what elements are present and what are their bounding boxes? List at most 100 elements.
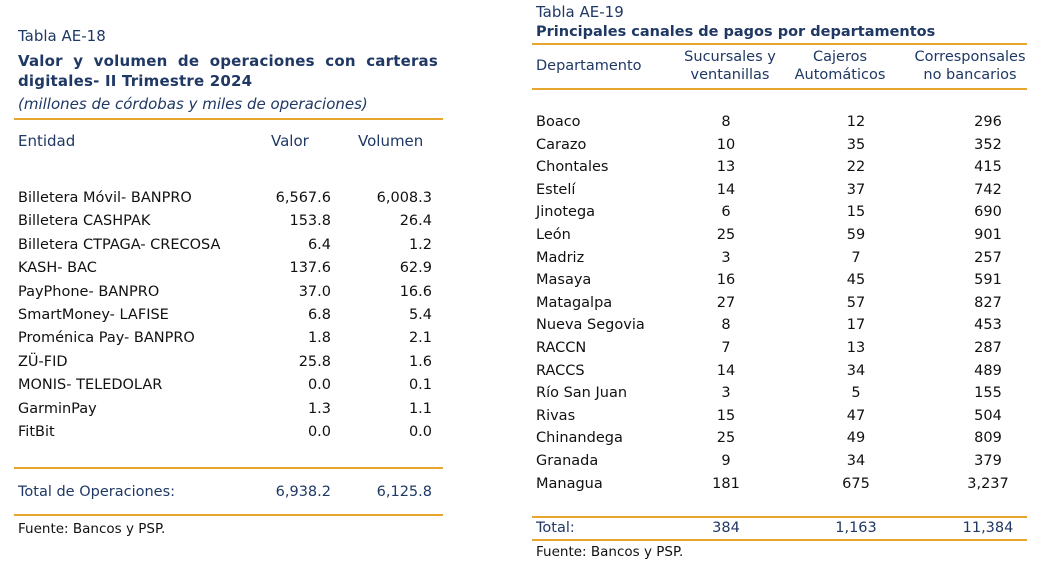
cajeros-cell: 59 [846, 227, 866, 243]
corresponsales-cell: 296 [974, 114, 1002, 130]
sucursales-cell: 6 [721, 204, 731, 221]
table-title: Valor y volumen de operaciones con carte… [18, 52, 438, 90]
sucursales-cell: 14 [716, 362, 736, 379]
table-row: Chinandega 25 49 809 [536, 430, 1031, 452]
header-corresponsales-line1: Corresponsales [914, 49, 1026, 65]
volumen-cell: 0.0 [408, 424, 432, 440]
departamento-cell: Masaya [536, 272, 592, 289]
table-row: Chontales 13 22 415 [536, 159, 1031, 181]
table-ae-19: Tabla AE-19 Principales canales de pagos… [520, 0, 1040, 578]
departamento-cell: Matagalpa [536, 294, 613, 311]
table-row: Proménica Pay- BANPRO 1.8 2.1 [18, 330, 438, 353]
departamento-cell: Jinotega [536, 204, 596, 221]
header-cajeros-line1: Cajeros [812, 49, 868, 65]
corresponsales-cell: 257 [974, 249, 1002, 266]
corresponsales-cell: 3,237 [967, 475, 1009, 492]
sucursales-cell: 3 [721, 249, 731, 266]
cajeros-cell: 37 [846, 181, 866, 198]
corresponsales-cell: 742 [974, 181, 1002, 198]
sucursales-cell: 3 [721, 385, 731, 402]
valor-cell: 37.0 [298, 283, 331, 300]
table-row: Billetera Móvil- BANPRO 6,567.6 6,008.3 [18, 190, 438, 213]
table-row: Billetera CTPAGA- CRECOSA 6.4 1.2 [18, 237, 438, 260]
entidad-cell: Billetera Móvil- BANPRO [18, 190, 192, 206]
table-row: SmartMoney- LAFISE 6.8 5.4 [18, 307, 438, 330]
valor-cell: 0.0 [307, 424, 331, 440]
divider [532, 539, 1027, 541]
corresponsales-cell: 690 [974, 204, 1002, 221]
sucursales-cell: 14 [716, 181, 736, 198]
cajeros-cell: 35 [846, 136, 866, 153]
volumen-cell: 1.2 [408, 236, 432, 253]
departamento-cell: Estelí [536, 181, 576, 198]
header-cajeros-line2: Automáticos [794, 67, 886, 83]
volumen-cell: 6,008.3 [376, 190, 432, 206]
table-row: KASH- BAC 137.6 62.9 [18, 260, 438, 283]
entidad-cell: Billetera CTPAGA- CRECOSA [18, 236, 221, 253]
corresponsales-cell: 827 [974, 294, 1002, 311]
sucursales-cell: 8 [721, 114, 731, 130]
header-sucursales-line2: ventanillas [690, 67, 770, 83]
cajeros-cell: 15 [846, 204, 866, 221]
entidad-cell: KASH- BAC [18, 260, 97, 277]
sucursales-cell: 181 [712, 475, 740, 492]
volumen-cell: 0.1 [408, 377, 432, 394]
cajeros-cell: 22 [846, 159, 866, 176]
total-row: Total de Operaciones: 6,938.2 6,125.8 [18, 484, 438, 507]
departamento-cell: Rivas [536, 407, 576, 424]
valor-cell: 1.3 [307, 400, 331, 417]
corresponsales-cell: 489 [974, 362, 1002, 379]
departamento-cell: Managua [536, 475, 603, 492]
divider [14, 514, 443, 516]
header-cajeros: Cajeros Automáticos [790, 48, 890, 84]
volumen-cell: 1.6 [408, 353, 432, 370]
corresponsales-cell: 415 [974, 159, 1002, 176]
sucursales-cell: 13 [716, 159, 736, 176]
corresponsales-cell: 287 [974, 340, 1002, 356]
entidad-cell: MONIS- TELEDOLAR [18, 377, 163, 394]
total-row: Total: 384 1,163 11,384 [536, 520, 1031, 542]
table-row: Managua 181 675 3,237 [536, 476, 1031, 498]
departamento-cell: León [536, 227, 571, 243]
valor-cell: 153.8 [289, 213, 331, 230]
header-valor: Valor [271, 132, 309, 150]
table-row: Jinotega 6 15 690 [536, 204, 1031, 226]
departamento-cell: RACCN [536, 340, 587, 356]
entidad-cell: FitBit [18, 424, 55, 440]
valor-cell: 6.8 [307, 307, 331, 323]
header-sucursales-line1: Sucursales y [684, 49, 776, 65]
source-note: Fuente: Bancos y PSP. [18, 521, 166, 537]
entidad-cell: Billetera CASHPAK [18, 213, 151, 230]
departamento-cell: Boaco [536, 114, 581, 130]
volumen-cell: 2.1 [408, 330, 432, 347]
volumen-cell: 5.4 [408, 307, 432, 323]
total-label: Total: [536, 520, 575, 536]
sucursales-cell: 9 [721, 453, 731, 469]
corresponsales-cell: 352 [974, 136, 1002, 153]
total-sucursales: 384 [712, 520, 740, 536]
source-note: Fuente: Bancos y PSP. [536, 544, 684, 560]
sucursales-cell: 16 [716, 272, 736, 289]
cajeros-cell: 675 [842, 475, 870, 492]
header-corresponsales: Corresponsales no bancarios [900, 48, 1040, 84]
corresponsales-cell: 453 [974, 317, 1002, 334]
table-id: Tabla AE-19 [536, 3, 624, 21]
cajeros-cell: 7 [851, 249, 861, 266]
total-cajeros: 1,163 [835, 520, 877, 536]
cajeros-cell: 5 [851, 385, 861, 402]
table-row: MONIS- TELEDOLAR 0.0 0.1 [18, 377, 438, 400]
table-row: Granada 9 34 379 [536, 453, 1031, 475]
table-title: Principales canales de pagos por departa… [536, 24, 936, 40]
divider [14, 467, 443, 469]
table-row: Estelí 14 37 742 [536, 182, 1031, 204]
cajeros-cell: 47 [846, 407, 866, 424]
cajeros-cell: 34 [846, 362, 866, 379]
sucursales-cell: 10 [716, 136, 736, 153]
table-row: RACCN 7 13 287 [536, 340, 1031, 362]
departamento-cell: Carazo [536, 136, 587, 153]
header-departamento: Departamento [536, 58, 642, 74]
total-label: Total de Operaciones: [18, 484, 176, 500]
sucursales-cell: 27 [716, 294, 736, 311]
table-row: Carazo 10 35 352 [536, 137, 1031, 159]
divider [532, 88, 1027, 90]
